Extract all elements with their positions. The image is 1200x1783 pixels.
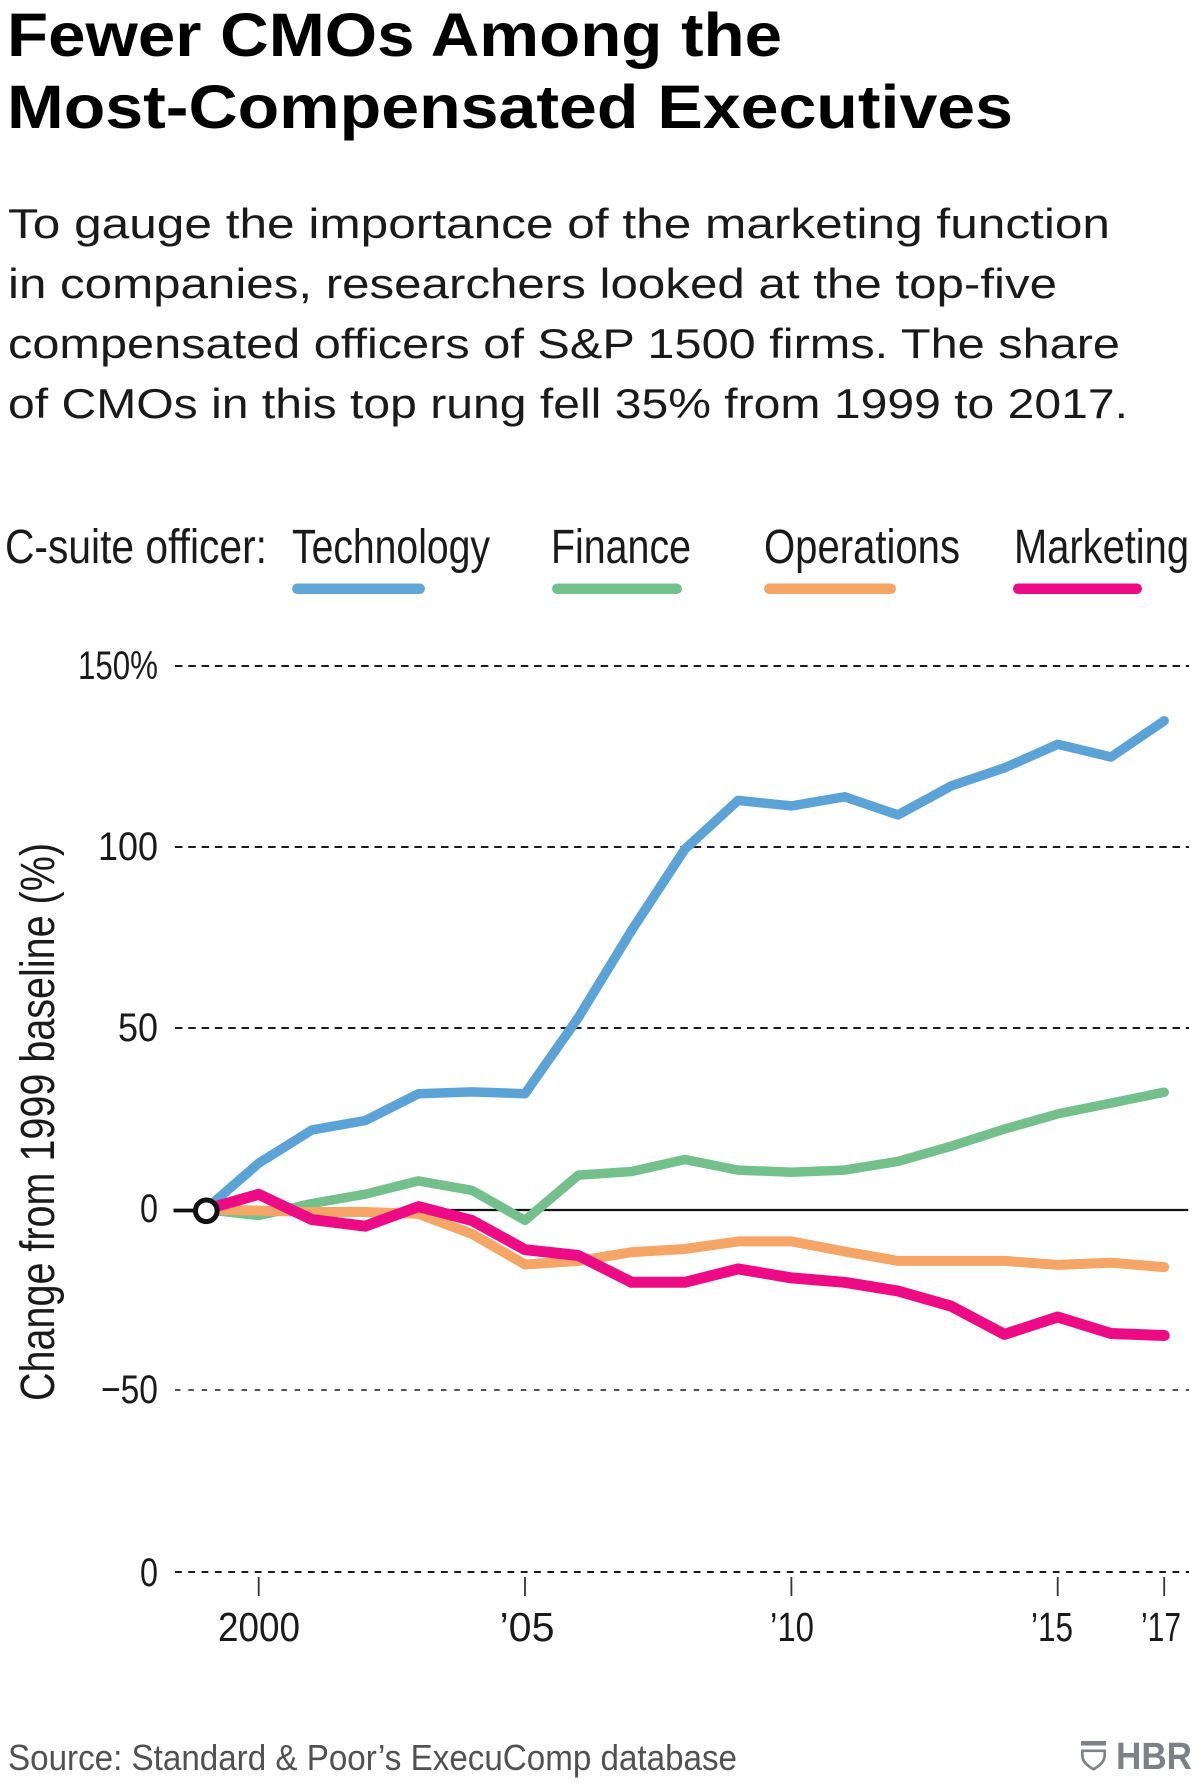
svg-text:HBR: HBR — [1116, 1736, 1192, 1778]
svg-text:Operations: Operations — [764, 521, 960, 574]
svg-text:−50: −50 — [101, 1368, 158, 1412]
svg-text:Marketing: Marketing — [1014, 521, 1189, 574]
svg-text:100: 100 — [98, 825, 158, 869]
svg-text:2000: 2000 — [218, 1604, 300, 1650]
svg-text:’15: ’15 — [1031, 1604, 1073, 1650]
svg-text:150%: 150% — [78, 644, 158, 688]
svg-text:Most-Compensated Executives: Most-Compensated Executives — [7, 73, 1013, 141]
svg-text:Fewer CMOs Among the: Fewer CMOs Among the — [7, 1, 782, 69]
svg-text:in companies, researchers look: in companies, researchers looked at the … — [8, 260, 1057, 307]
svg-text:compensated officers of S&P 15: compensated officers of S&P 1500 firms. … — [8, 320, 1120, 367]
svg-text:Source: Standard & Poor’s Exec: Source: Standard & Poor’s ExecuComp data… — [8, 1737, 737, 1778]
svg-text:of CMOs in this top rung fell: of CMOs in this top rung fell 35% from 1… — [8, 380, 1128, 427]
svg-text:0: 0 — [140, 1187, 158, 1231]
svg-text:Finance: Finance — [551, 521, 691, 574]
svg-text:Change from 1999 baseline (%): Change from 1999 baseline (%) — [12, 843, 65, 1401]
svg-text:Technology: Technology — [292, 521, 490, 574]
svg-text:50: 50 — [118, 1006, 158, 1050]
svg-text:To gauge the importance of the: To gauge the importance of the marketing… — [8, 200, 1110, 247]
svg-text:’05: ’05 — [500, 1604, 555, 1650]
svg-text:0: 0 — [140, 1551, 158, 1595]
svg-text:’10: ’10 — [770, 1604, 814, 1650]
svg-text:C-suite officer:: C-suite officer: — [5, 521, 267, 574]
svg-text:’17: ’17 — [1141, 1604, 1181, 1650]
